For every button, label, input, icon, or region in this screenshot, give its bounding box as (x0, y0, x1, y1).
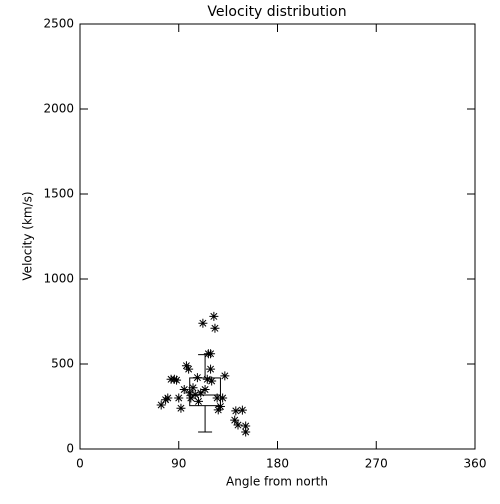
y-tick-label: 500 (51, 357, 74, 371)
point (212, 393, 222, 403)
point (176, 403, 186, 413)
point (231, 406, 241, 416)
point (241, 427, 251, 437)
point (213, 405, 223, 415)
x-axis-label: Angle from north (226, 475, 328, 489)
point (230, 415, 240, 425)
x-tick-label: 270 (365, 457, 388, 471)
point (206, 349, 216, 359)
point (186, 393, 196, 403)
x-tick-label: 180 (266, 457, 289, 471)
point (241, 421, 251, 431)
point (188, 383, 198, 393)
y-tick-label: 2000 (43, 102, 74, 116)
point (172, 375, 182, 385)
x-tick-label: 360 (464, 457, 487, 471)
point (233, 420, 243, 430)
point (220, 371, 230, 381)
y-tick-label: 1000 (43, 272, 74, 286)
point (209, 311, 219, 321)
y-axis-label: Velocity (km/s) (21, 191, 35, 280)
point (179, 385, 189, 394)
x-tick-label: 90 (171, 457, 186, 471)
x-tick-label: 0 (76, 457, 84, 471)
point (174, 393, 184, 403)
point (218, 393, 228, 403)
point (202, 374, 212, 384)
point (196, 388, 206, 398)
point (206, 364, 216, 374)
point (169, 374, 179, 384)
point (207, 376, 217, 386)
point (215, 402, 225, 411)
y-tick-label: 1500 (43, 187, 74, 201)
chart-title: Velocity distribution (207, 4, 346, 20)
point (184, 364, 194, 374)
y-tick-label: 2500 (43, 17, 74, 31)
point (200, 385, 210, 394)
y-tick-label: 0 (66, 442, 74, 456)
point (181, 361, 191, 371)
point (156, 400, 166, 410)
point (237, 405, 247, 415)
point (210, 323, 220, 333)
point (198, 318, 208, 328)
point (163, 393, 173, 403)
point (194, 396, 203, 406)
